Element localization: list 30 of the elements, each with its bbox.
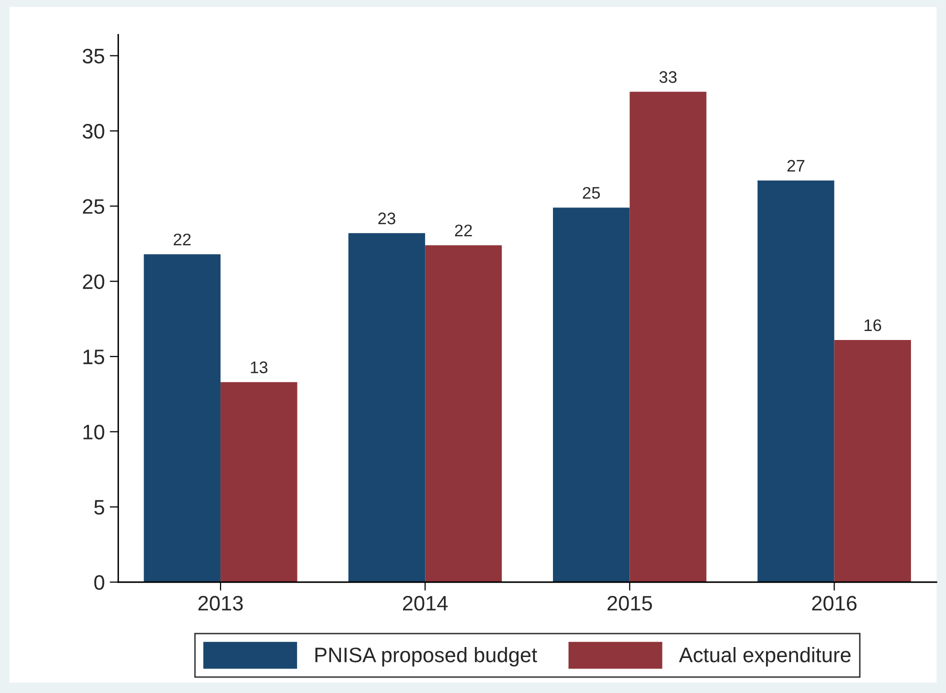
y-tick-label: 15 — [83, 350, 104, 364]
data-label: 22 — [455, 224, 472, 236]
y-tick-label: 35 — [82, 48, 104, 64]
y-tick-label: 10 — [83, 424, 104, 440]
bar — [425, 245, 502, 582]
data-label: 16 — [864, 319, 882, 332]
x-tick-label: 2013 — [198, 596, 243, 611]
data-label: 22 — [174, 234, 191, 246]
bar — [630, 92, 706, 582]
data-label: 27 — [787, 160, 804, 172]
legend-label: Actual expenditure — [678, 647, 851, 666]
data-label: 25 — [582, 186, 600, 199]
y-tick-label: 5 — [94, 500, 104, 515]
bar — [144, 254, 221, 582]
x-tick-label: 2015 — [608, 596, 652, 611]
bar — [758, 180, 834, 582]
y-tick-label: 20 — [82, 274, 104, 290]
x-tick-label: 2016 — [812, 596, 857, 611]
y-tick-label: 0 — [94, 575, 104, 590]
bar — [552, 208, 630, 582]
y-tick-label: 25 — [82, 199, 104, 214]
bar — [834, 340, 911, 582]
data-label: 23 — [378, 212, 396, 224]
y-tick-label: 30 — [82, 124, 104, 139]
legend-label: PNISA proposed budget — [315, 647, 538, 666]
bar — [220, 382, 298, 582]
data-label: 33 — [659, 71, 677, 83]
data-label: 13 — [250, 361, 268, 374]
bar — [348, 233, 426, 582]
x-tick-label: 2014 — [402, 596, 448, 611]
